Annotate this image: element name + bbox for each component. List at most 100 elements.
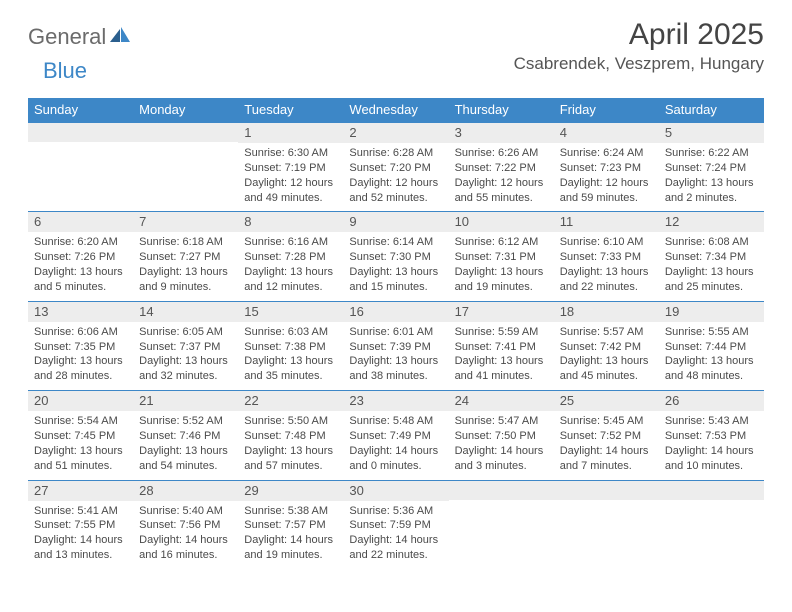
day-d2: and 28 minutes.	[34, 369, 127, 384]
calendar-day-cell: 2Sunrise: 6:28 AMSunset: 7:20 PMDaylight…	[343, 123, 448, 211]
day-d1: Daylight: 14 hours	[244, 533, 337, 548]
day-details: Sunrise: 6:06 AMSunset: 7:35 PMDaylight:…	[28, 322, 133, 390]
day-ss: Sunset: 7:50 PM	[455, 429, 548, 444]
day-number: 12	[659, 212, 764, 232]
day-ss: Sunset: 7:44 PM	[665, 340, 758, 355]
day-d1: Daylight: 13 hours	[560, 265, 653, 280]
day-d1: Daylight: 13 hours	[34, 444, 127, 459]
day-details: Sunrise: 5:36 AMSunset: 7:59 PMDaylight:…	[343, 501, 448, 569]
day-ss: Sunset: 7:31 PM	[455, 250, 548, 265]
weekday-header: Wednesday	[343, 98, 448, 122]
day-details: Sunrise: 5:38 AMSunset: 7:57 PMDaylight:…	[238, 501, 343, 569]
day-d2: and 52 minutes.	[349, 191, 442, 206]
day-details: Sunrise: 6:20 AMSunset: 7:26 PMDaylight:…	[28, 232, 133, 300]
day-sr: Sunrise: 5:36 AM	[349, 504, 442, 519]
calendar-week-row: 6Sunrise: 6:20 AMSunset: 7:26 PMDaylight…	[28, 211, 764, 300]
calendar-week-row: 13Sunrise: 6:06 AMSunset: 7:35 PMDayligh…	[28, 301, 764, 390]
day-d1: Daylight: 14 hours	[349, 444, 442, 459]
day-d1: Daylight: 14 hours	[139, 533, 232, 548]
day-sr: Sunrise: 5:38 AM	[244, 504, 337, 519]
day-d2: and 3 minutes.	[455, 459, 548, 474]
day-details: Sunrise: 6:08 AMSunset: 7:34 PMDaylight:…	[659, 232, 764, 300]
day-d2: and 12 minutes.	[244, 280, 337, 295]
day-ss: Sunset: 7:27 PM	[139, 250, 232, 265]
day-number	[28, 123, 133, 142]
day-d2: and 59 minutes.	[560, 191, 653, 206]
day-ss: Sunset: 7:53 PM	[665, 429, 758, 444]
day-ss: Sunset: 7:20 PM	[349, 161, 442, 176]
day-sr: Sunrise: 6:01 AM	[349, 325, 442, 340]
calendar-day-cell	[133, 123, 238, 211]
day-d1: Daylight: 13 hours	[349, 265, 442, 280]
day-sr: Sunrise: 5:48 AM	[349, 414, 442, 429]
day-details: Sunrise: 6:18 AMSunset: 7:27 PMDaylight:…	[133, 232, 238, 300]
day-details: Sunrise: 5:52 AMSunset: 7:46 PMDaylight:…	[133, 411, 238, 479]
calendar-day-cell: 30Sunrise: 5:36 AMSunset: 7:59 PMDayligh…	[343, 481, 448, 569]
calendar-day-cell: 29Sunrise: 5:38 AMSunset: 7:57 PMDayligh…	[238, 481, 343, 569]
weekday-header: Tuesday	[238, 98, 343, 122]
day-d2: and 25 minutes.	[665, 280, 758, 295]
day-number	[554, 481, 659, 500]
day-sr: Sunrise: 5:43 AM	[665, 414, 758, 429]
day-number: 17	[449, 302, 554, 322]
day-sr: Sunrise: 5:41 AM	[34, 504, 127, 519]
day-ss: Sunset: 7:48 PM	[244, 429, 337, 444]
day-ss: Sunset: 7:45 PM	[34, 429, 127, 444]
calendar-day-cell: 23Sunrise: 5:48 AMSunset: 7:49 PMDayligh…	[343, 391, 448, 479]
day-sr: Sunrise: 6:14 AM	[349, 235, 442, 250]
day-number: 30	[343, 481, 448, 501]
calendar-day-cell: 7Sunrise: 6:18 AMSunset: 7:27 PMDaylight…	[133, 212, 238, 300]
day-sr: Sunrise: 6:10 AM	[560, 235, 653, 250]
calendar-day-cell: 16Sunrise: 6:01 AMSunset: 7:39 PMDayligh…	[343, 302, 448, 390]
day-number: 23	[343, 391, 448, 411]
day-d1: Daylight: 13 hours	[34, 265, 127, 280]
calendar-day-cell: 3Sunrise: 6:26 AMSunset: 7:22 PMDaylight…	[449, 123, 554, 211]
day-sr: Sunrise: 5:40 AM	[139, 504, 232, 519]
day-d2: and 38 minutes.	[349, 369, 442, 384]
day-details: Sunrise: 6:30 AMSunset: 7:19 PMDaylight:…	[238, 143, 343, 211]
day-ss: Sunset: 7:26 PM	[34, 250, 127, 265]
day-d1: Daylight: 13 hours	[455, 265, 548, 280]
day-number: 11	[554, 212, 659, 232]
day-d2: and 41 minutes.	[455, 369, 548, 384]
day-number: 9	[343, 212, 448, 232]
weekday-header: Friday	[554, 98, 659, 122]
day-d2: and 19 minutes.	[455, 280, 548, 295]
day-d2: and 35 minutes.	[244, 369, 337, 384]
day-number: 24	[449, 391, 554, 411]
day-number: 27	[28, 481, 133, 501]
day-number	[659, 481, 764, 500]
day-number: 19	[659, 302, 764, 322]
day-d2: and 22 minutes.	[349, 548, 442, 563]
day-sr: Sunrise: 6:22 AM	[665, 146, 758, 161]
day-d1: Daylight: 14 hours	[665, 444, 758, 459]
day-d1: Daylight: 13 hours	[560, 354, 653, 369]
calendar-day-cell: 21Sunrise: 5:52 AMSunset: 7:46 PMDayligh…	[133, 391, 238, 479]
day-number: 26	[659, 391, 764, 411]
sail-icon	[110, 27, 132, 50]
day-d1: Daylight: 12 hours	[455, 176, 548, 191]
calendar-day-cell: 26 Sunrise: 5:43 AMSunset: 7:53 PMDayligh…	[659, 391, 764, 479]
calendar-grid: Sunday Monday Tuesday Wednesday Thursday…	[28, 98, 764, 569]
day-d1: Daylight: 13 hours	[139, 444, 232, 459]
day-number	[449, 481, 554, 500]
day-d2: and 45 minutes.	[560, 369, 653, 384]
day-d1: Daylight: 13 hours	[455, 354, 548, 369]
day-d1: Daylight: 12 hours	[349, 176, 442, 191]
calendar-day-cell: 11Sunrise: 6:10 AMSunset: 7:33 PMDayligh…	[554, 212, 659, 300]
day-d1: Daylight: 13 hours	[665, 265, 758, 280]
calendar-day-cell	[28, 123, 133, 211]
day-number: 29	[238, 481, 343, 501]
day-d1: Daylight: 13 hours	[665, 354, 758, 369]
day-ss: Sunset: 7:41 PM	[455, 340, 548, 355]
day-ss: Sunset: 7:38 PM	[244, 340, 337, 355]
day-details: Sunrise: 5:50 AMSunset: 7:48 PMDaylight:…	[238, 411, 343, 479]
day-details: Sunrise: 6:22 AMSunset: 7:24 PMDaylight:…	[659, 143, 764, 211]
day-sr: Sunrise: 5:52 AM	[139, 414, 232, 429]
day-d1: Daylight: 12 hours	[560, 176, 653, 191]
day-d1: Daylight: 14 hours	[560, 444, 653, 459]
day-ss: Sunset: 7:23 PM	[560, 161, 653, 176]
day-number: 2	[343, 123, 448, 143]
day-number: 1	[238, 123, 343, 143]
calendar-day-cell: 8Sunrise: 6:16 AMSunset: 7:28 PMDaylight…	[238, 212, 343, 300]
